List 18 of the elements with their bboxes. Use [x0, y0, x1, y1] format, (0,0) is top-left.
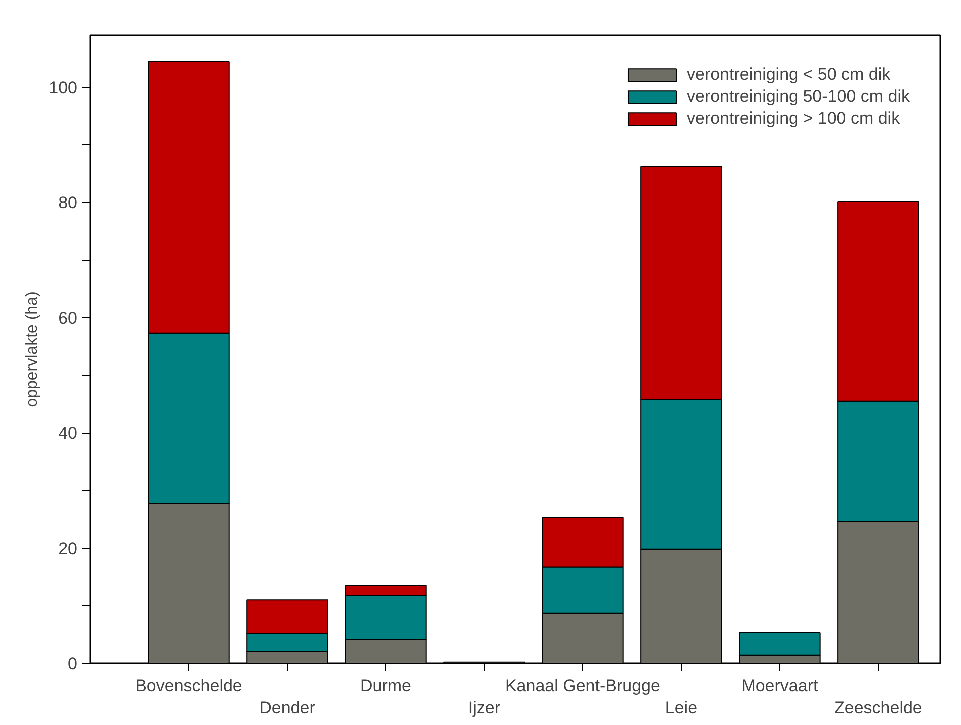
legend-label: verontreiniging 50-100 cm dik — [686, 87, 910, 107]
y-tick-label: 60 — [58, 308, 78, 328]
x-tick-label: Kanaal Gent-Brugge — [505, 676, 660, 696]
x-tick-label: Zeeschelde — [834, 698, 922, 718]
y-tick-label: 0 — [68, 654, 78, 674]
x-tick-label: Leie — [665, 698, 698, 718]
x-tick-label: Dender — [260, 698, 316, 718]
y-tick-label: 80 — [58, 194, 78, 213]
x-tick-label: Durme — [360, 676, 412, 696]
y-tick-label: 20 — [58, 539, 78, 558]
y-axis-title: oppervlakte (ha) — [24, 292, 42, 408]
x-tick-label: Bovenschelde — [136, 676, 242, 696]
y-tick-label: 100 — [49, 78, 78, 98]
x-tick-label: Ijzer — [468, 698, 501, 718]
y-tick-label: 40 — [58, 424, 78, 444]
legend-label: verontreiniging < 50 cm dik — [686, 65, 891, 85]
legend-label: verontreiniging > 100 cm dik — [686, 109, 900, 129]
x-tick-label: Moervaart — [742, 676, 818, 696]
